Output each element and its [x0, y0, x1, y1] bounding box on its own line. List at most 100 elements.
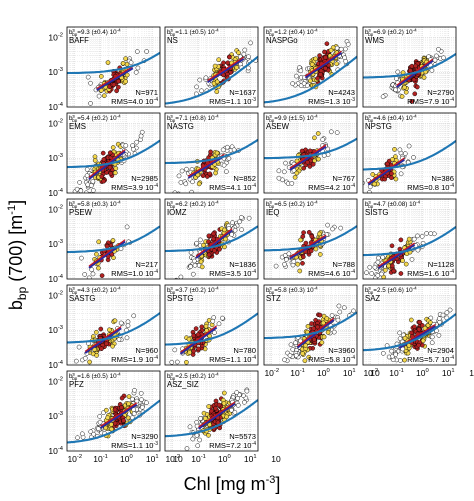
- data-point: [129, 396, 135, 402]
- fit-curve: [67, 399, 160, 444]
- y-tick-base: 10: [48, 325, 58, 335]
- data-point: [222, 227, 227, 233]
- panel-rms-label: RMS=1.1 10-3: [111, 441, 158, 450]
- trend-lines: [207, 56, 245, 84]
- data-point: [303, 342, 308, 348]
- data-point: [113, 166, 119, 171]
- panel-name: IOMZ: [167, 208, 187, 217]
- data-point: [306, 354, 312, 360]
- data-point: [309, 61, 315, 67]
- panel-asz-siz: bs bp=2.5 (±0.2) 10-4ASZ_SIZN=5573RMS=7.2…: [164, 370, 281, 464]
- data-point: [214, 89, 220, 95]
- panel-bs-label: bs bp=1.6 (±0.5) 10-4: [69, 372, 121, 382]
- panel-frame: [164, 198, 259, 280]
- panel-frame: [362, 284, 457, 366]
- data-point: [92, 154, 98, 160]
- panel-name: WMS: [365, 36, 384, 45]
- data-point: [101, 93, 107, 99]
- data-point: [305, 159, 310, 165]
- data-point: [282, 261, 287, 267]
- y-tick-label: 10-3: [48, 239, 63, 249]
- bs-subscript: bp: [72, 290, 78, 295]
- data-point: [198, 416, 203, 421]
- bs-superscript: s: [171, 28, 174, 33]
- panel-bs-label: bs bp=2.5 (±0.6) 10-4: [365, 286, 417, 296]
- fit-curve: [165, 399, 258, 438]
- data-point: [307, 78, 313, 84]
- data-point: [101, 178, 106, 184]
- panel-rms-label: RMS=4.2 10-4: [308, 183, 355, 192]
- bs-symbol: b: [266, 29, 270, 36]
- data-point: [116, 78, 121, 84]
- panel-bs-label: bs bp=3.7 (±0.2) 10-4: [167, 286, 219, 296]
- panel-rms-label: RMS=1.3 10-3: [308, 97, 355, 106]
- data-point: [114, 88, 119, 94]
- data-point: [135, 65, 141, 71]
- data-point: [397, 336, 403, 342]
- rms-exponent: -4: [252, 269, 257, 275]
- bs-superscript: s: [270, 200, 273, 205]
- data-point: [417, 319, 423, 325]
- panel-name: SASTG: [69, 294, 95, 303]
- bs-value: =9.9 (±1.5) 10: [274, 115, 314, 122]
- fit-curve: [363, 52, 456, 79]
- x-tick-label: 10-1: [290, 368, 305, 378]
- bs-exponent: -4: [215, 286, 219, 291]
- y-tick-exponent: -2: [58, 32, 63, 38]
- x-tick-exponent: 0: [327, 368, 330, 374]
- data-point: [232, 227, 238, 233]
- median-line: [100, 403, 138, 429]
- x-tick-base: 10: [442, 368, 452, 378]
- data-point: [237, 219, 242, 225]
- data-point: [276, 168, 282, 174]
- rms-value: RMS=4.2 10: [308, 183, 350, 192]
- data-point: [236, 50, 241, 56]
- data-point: [211, 231, 216, 237]
- y-tick-exponent: -2: [58, 204, 63, 210]
- data-point: [414, 84, 420, 90]
- y-tick-base: 10: [48, 239, 58, 249]
- data-point: [208, 149, 213, 155]
- bs-subscript: bp: [72, 376, 78, 381]
- x-tick-base: 10: [264, 368, 274, 378]
- x-tick-label: 10: [173, 454, 183, 464]
- data-point: [126, 394, 132, 399]
- data-point: [235, 402, 241, 408]
- panel-rms-label: RMS=1.1 10-4: [209, 355, 256, 364]
- data-point: [294, 170, 300, 176]
- data-point: [323, 65, 328, 71]
- trend-lines: [195, 228, 233, 259]
- x-tick-exponent: -2: [274, 368, 279, 374]
- x-tick-label: 10-2: [165, 454, 180, 464]
- data-point: [389, 243, 395, 249]
- rms-exponent: -4: [351, 183, 356, 189]
- data-point: [90, 188, 96, 193]
- data-point: [382, 267, 388, 273]
- rms-exponent: -4: [252, 183, 257, 189]
- data-point: [380, 254, 386, 260]
- scatter-points: [172, 144, 241, 193]
- data-point: [132, 387, 137, 393]
- data-point: [178, 274, 184, 279]
- x-tick-label: 10-1: [389, 368, 404, 378]
- data-point: [224, 169, 229, 174]
- data-point: [320, 137, 326, 142]
- median-line: [198, 402, 236, 430]
- bs-subscript: bp: [368, 118, 374, 123]
- panel-name: ASEW: [266, 122, 290, 131]
- data-point: [436, 46, 441, 52]
- rms-exponent: -3: [252, 97, 257, 103]
- x-tick-label: 10: [271, 454, 281, 464]
- bs-superscript: s: [73, 200, 76, 205]
- x-tick-label: 100: [317, 368, 330, 378]
- rms-exponent: -4: [154, 355, 159, 361]
- data-point: [79, 431, 85, 437]
- percentile-line: [378, 242, 415, 267]
- panel-name: NPSTG: [365, 122, 392, 131]
- data-point: [398, 237, 404, 243]
- data-point: [341, 305, 347, 311]
